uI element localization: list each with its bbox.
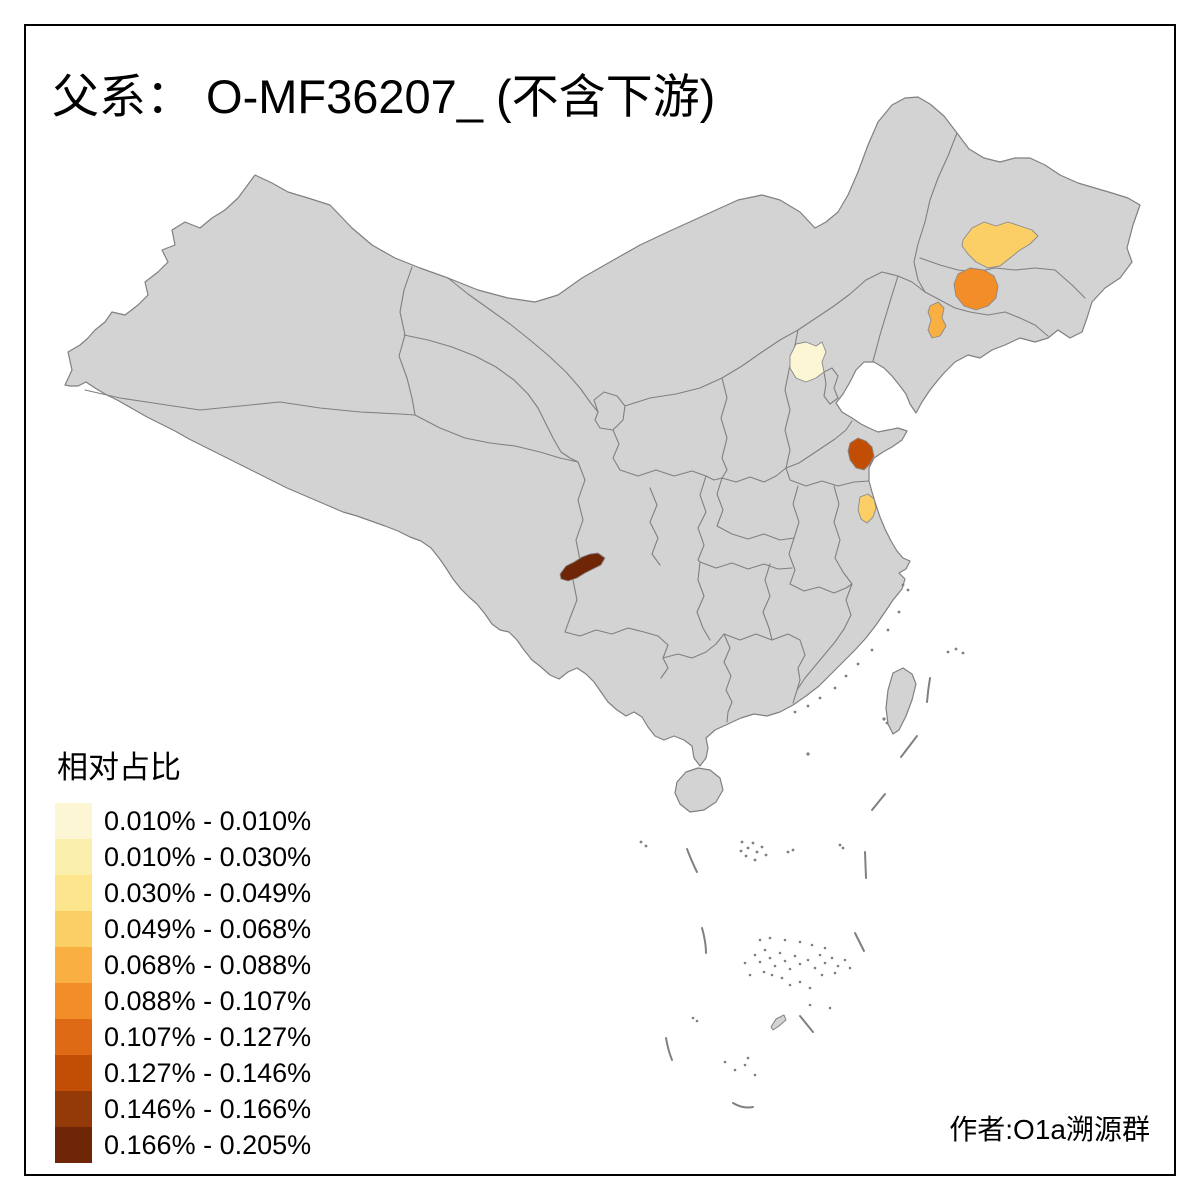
legend-row: 0.049% - 0.068%: [55, 911, 311, 947]
legend-swatch: [55, 983, 92, 1019]
map-region-6: [857, 493, 877, 524]
legend-label: 0.107% - 0.127%: [104, 1021, 312, 1052]
legend-label: 0.166% - 0.205%: [104, 1129, 312, 1160]
legend-label: 0.049% - 0.068%: [104, 913, 312, 944]
legend-label: 0.127% - 0.146%: [104, 1057, 312, 1088]
page-title: 父系： O-MF36207_ (不含下游): [52, 70, 716, 123]
province-borders: [84, 132, 1086, 723]
legend: 相对占比 0.010% - 0.010% 0.010% - 0.030% 0.0…: [55, 742, 311, 1163]
small-island: [770, 1014, 787, 1031]
legend-row: 0.146% - 0.166%: [55, 1091, 311, 1127]
legend-swatch: [55, 911, 92, 947]
legend-swatch: [55, 1055, 92, 1091]
legend-label: 0.146% - 0.166%: [104, 1093, 312, 1124]
map-region-2: [961, 221, 1039, 269]
credit-text: 作者:O1a溯源群: [949, 1114, 1150, 1145]
outer-frame: [24, 24, 1176, 1176]
mainland-outline: [64, 96, 1141, 767]
legend-swatch: [55, 1091, 92, 1127]
map-region-5: [847, 437, 875, 471]
hainan-island: [674, 767, 724, 813]
legend-label: 0.010% - 0.010%: [104, 805, 312, 836]
legend-row: 0.030% - 0.049%: [55, 875, 311, 911]
legend-row: 0.010% - 0.010%: [55, 803, 311, 839]
legend-label: 0.010% - 0.030%: [104, 841, 312, 872]
map-region-3: [953, 267, 999, 311]
legend-label: 0.088% - 0.107%: [104, 985, 312, 1016]
map-region-7: [559, 552, 606, 582]
map-region-1: [789, 341, 827, 383]
legend-label: 0.068% - 0.088%: [104, 949, 312, 980]
legend-swatch: [55, 947, 92, 983]
legend-swatch: [55, 1127, 92, 1163]
taiwan-island: [885, 667, 917, 735]
legend-label: 0.030% - 0.049%: [104, 877, 312, 908]
legend-row: 0.166% - 0.205%: [55, 1127, 311, 1163]
legend-swatch: [55, 839, 92, 875]
legend-row: 0.068% - 0.088%: [55, 947, 311, 983]
legend-row: 0.088% - 0.107%: [55, 983, 311, 1019]
legend-swatch: [55, 803, 92, 839]
nine-dash-line: [665, 677, 931, 1109]
legend-row: 0.010% - 0.030%: [55, 839, 311, 875]
legend-swatch: [55, 875, 92, 911]
island-dots: [639, 583, 965, 1077]
legend-title: 相对占比: [57, 750, 181, 785]
legend-row: 0.127% - 0.146%: [55, 1055, 311, 1091]
legend-row: 0.107% - 0.127%: [55, 1019, 311, 1055]
legend-swatch: [55, 1019, 92, 1055]
highlighted-regions: [559, 221, 1039, 582]
map-region-4: [927, 301, 947, 339]
